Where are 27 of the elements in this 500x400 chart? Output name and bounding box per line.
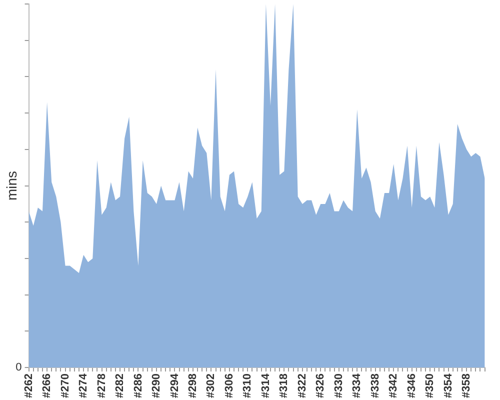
x-tick-label: #354	[442, 372, 454, 398]
x-tick-label: #294	[168, 372, 181, 398]
x-tick-label: #310	[242, 374, 254, 398]
x-tick-label: #322	[296, 374, 308, 398]
x-tick-label: #330	[332, 374, 345, 398]
x-tick-label: #334	[351, 372, 364, 398]
x-tick-label: #290	[150, 374, 163, 398]
x-tick-label: #306	[223, 374, 236, 398]
x-tick-label: #314	[260, 372, 272, 398]
x-tick-label: #342	[388, 374, 400, 398]
x-tick-label: #326	[314, 374, 327, 398]
x-tick-label: #338	[369, 374, 382, 398]
x-tick-label: #274	[78, 372, 90, 398]
x-tick-label: #346	[406, 374, 418, 398]
x-tick-label: #286	[132, 374, 144, 398]
x-tick-label: #270	[59, 374, 72, 398]
x-tick-label: #266	[41, 374, 54, 398]
x-tick-label: #318	[278, 374, 290, 398]
x-tick-label: #282	[114, 374, 126, 398]
x-tick-label: #262	[22, 374, 35, 398]
x-tick-label: #302	[205, 374, 218, 398]
text: 0	[16, 362, 22, 374]
x-tick-label: #350	[424, 374, 436, 398]
x-tick-label: #298	[186, 374, 199, 398]
y-axis-title: mins	[3, 170, 20, 201]
x-tick-label: #278	[96, 374, 108, 398]
x-tick-label: #358	[460, 374, 473, 398]
